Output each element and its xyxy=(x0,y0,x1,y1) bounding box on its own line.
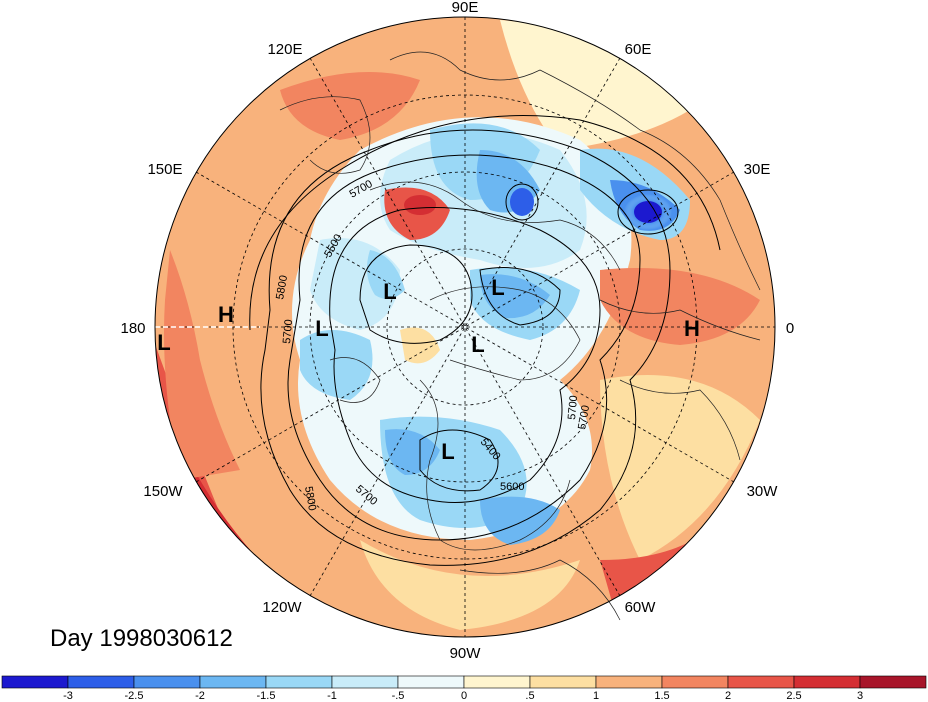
low-pressure-marker: L xyxy=(441,439,454,464)
high-pressure-marker: H xyxy=(218,302,234,327)
colorbar-swatch xyxy=(199,675,267,689)
low-pressure-marker: L xyxy=(157,330,170,355)
colorbar-tick-label: 1 xyxy=(593,690,599,702)
colorbar-swatch xyxy=(67,675,135,689)
lon-label-30e: 30E xyxy=(744,161,771,178)
lon-label-30w: 30W xyxy=(747,483,779,500)
colorbar-tick-label: -2.5 xyxy=(125,690,144,702)
colorbar-swatch xyxy=(331,675,399,689)
geopotential-contours xyxy=(249,115,721,566)
day-label: Day 1998030612 xyxy=(50,625,233,652)
colorbar-tick-label: 0 xyxy=(461,690,467,702)
low-pressure-marker: L xyxy=(315,316,328,341)
high-pressure-marker: H xyxy=(684,316,700,341)
lon-label-60w: 60W xyxy=(625,599,657,616)
longitude-labels: 90E 60E 120E 150E 30E 180 0 150W 30W 120… xyxy=(120,0,794,662)
lon-label-180: 180 xyxy=(120,320,145,337)
coastlines xyxy=(279,51,761,621)
lon-label-150e: 150E xyxy=(147,161,182,178)
colorbar-swatch xyxy=(595,675,663,689)
low-pressure-marker: L xyxy=(471,332,484,357)
low-pressure-marker: L xyxy=(383,279,396,304)
lon-label-150w: 150W xyxy=(143,483,183,500)
colorbar-tick-label: -.5 xyxy=(392,690,405,702)
colorbar-tick-label: 1.5 xyxy=(654,690,669,702)
colorbar-tick-label: 2.5 xyxy=(786,690,801,702)
contour-label: 5600 xyxy=(500,481,524,493)
colorbar-tick-label: -1.5 xyxy=(257,690,276,702)
contour-label: 5800 xyxy=(274,274,290,300)
colorbar-swatch xyxy=(529,675,597,689)
lon-label-90w: 90W xyxy=(450,645,482,662)
colorbar-tick-label: 2 xyxy=(725,690,731,702)
colorbar-swatch xyxy=(397,675,465,689)
colorbar-swatch xyxy=(859,675,927,689)
colorbar-swatch xyxy=(793,675,861,689)
contour-label: 5700 xyxy=(281,319,295,344)
lon-label-60e: 60E xyxy=(625,41,652,58)
colorbar-swatch xyxy=(727,675,795,689)
colorbar-tick-label: -2 xyxy=(195,690,205,702)
low-pressure-marker: L xyxy=(491,275,504,300)
contour-label: 5800 xyxy=(302,485,318,511)
colorbar-swatch xyxy=(265,675,333,689)
colorbar-swatch xyxy=(661,675,729,689)
colorbar-swatch xyxy=(1,675,69,689)
colorbar-tick-label: -3 xyxy=(63,690,73,702)
colorbar: -3 -2.5 -2 -1.5 -1 -.5 0 .5 1 1.5 2 2.5 3 xyxy=(1,675,927,702)
pressure-centers: H H L L L L L L xyxy=(157,275,700,464)
lon-label-90e: 90E xyxy=(452,0,479,16)
colorbar-tick-label: -1 xyxy=(327,690,337,702)
lon-label-120w: 120W xyxy=(262,599,302,616)
map-border xyxy=(154,16,776,638)
colorbar-tick-label: 3 xyxy=(857,690,863,702)
contour-label: 5700 xyxy=(566,395,580,420)
lon-label-0: 0 xyxy=(786,320,794,337)
colorbar-swatch xyxy=(463,675,531,689)
colorbar-swatch xyxy=(133,675,201,689)
colorbar-tick-label: .5 xyxy=(525,690,534,702)
contour-label: 5700 xyxy=(576,404,592,430)
lon-label-120e: 120E xyxy=(267,41,302,58)
